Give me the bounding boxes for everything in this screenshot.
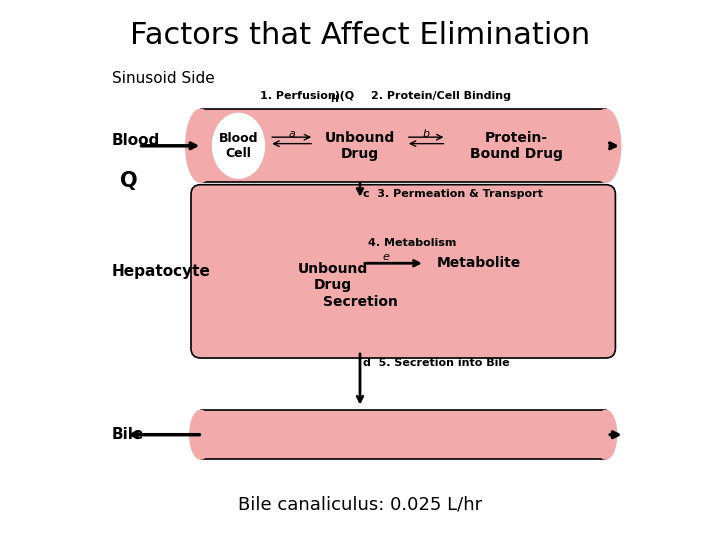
FancyBboxPatch shape: [201, 109, 606, 183]
Text: Factors that Affect Elimination: Factors that Affect Elimination: [130, 21, 590, 50]
Text: Sinusoid Side: Sinusoid Side: [112, 71, 215, 86]
FancyBboxPatch shape: [201, 410, 606, 459]
Ellipse shape: [213, 114, 264, 178]
Text: Bile canaliculus: 0.025 L/hr: Bile canaliculus: 0.025 L/hr: [238, 496, 482, 514]
Text: 2. Protein/Cell Binding: 2. Protein/Cell Binding: [371, 91, 510, 101]
Text: H: H: [330, 95, 338, 104]
Ellipse shape: [591, 109, 621, 183]
Text: Q: Q: [120, 171, 138, 191]
Text: Metabolite: Metabolite: [436, 256, 521, 270]
Text: b: b: [423, 129, 430, 139]
Text: c  3. Permeation & Transport: c 3. Permeation & Transport: [363, 189, 543, 199]
Text: Hepatocyte: Hepatocyte: [112, 264, 210, 279]
Ellipse shape: [186, 109, 215, 183]
Text: 4. Metabolism: 4. Metabolism: [368, 238, 456, 248]
Text: Blood: Blood: [112, 133, 160, 148]
Text: Secretion: Secretion: [323, 295, 397, 309]
FancyBboxPatch shape: [191, 185, 616, 358]
Text: ): ): [335, 91, 340, 101]
Text: Unbound
Drug: Unbound Drug: [298, 262, 368, 292]
Text: Protein-
Bound Drug: Protein- Bound Drug: [470, 131, 563, 161]
Ellipse shape: [595, 410, 616, 459]
Ellipse shape: [190, 410, 212, 459]
Text: d  5. Secretion into Bile: d 5. Secretion into Bile: [363, 359, 509, 368]
Text: Unbound
Drug: Unbound Drug: [325, 131, 395, 161]
Text: Blood
Cell: Blood Cell: [219, 132, 258, 160]
Text: a: a: [288, 129, 295, 139]
Text: 1. Perfusion (Q: 1. Perfusion (Q: [260, 91, 354, 101]
Text: e: e: [382, 252, 389, 262]
Text: Bile: Bile: [112, 427, 144, 442]
